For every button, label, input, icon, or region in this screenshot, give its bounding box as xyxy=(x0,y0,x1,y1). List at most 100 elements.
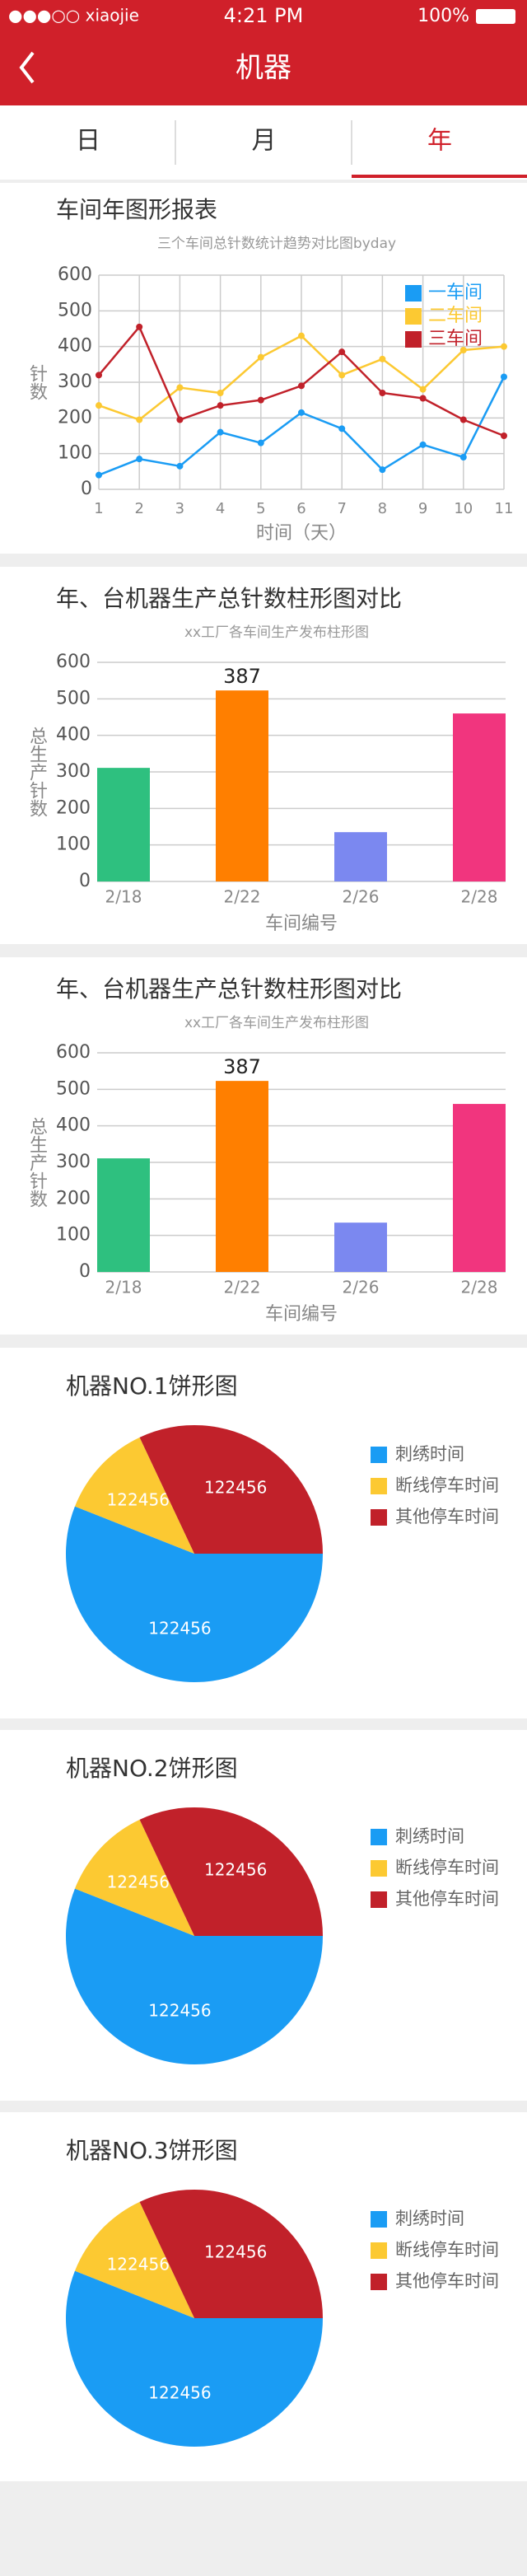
x-tick-label: 6 xyxy=(296,500,305,517)
x-tick-label: 11 xyxy=(495,500,514,517)
chart-title: 机器NO.3饼形图 xyxy=(66,2137,238,2164)
x-tick-label: 2 xyxy=(134,500,143,517)
chart-title: 机器NO.1饼形图 xyxy=(66,1372,238,1400)
y-tick-label: 300 xyxy=(56,1152,91,1172)
slice-label: 122456 xyxy=(148,1618,211,1638)
x-tick-label: 2/28 xyxy=(461,887,498,907)
data-point xyxy=(338,348,346,356)
data-point xyxy=(419,441,427,448)
x-axis-label: 时间（天） xyxy=(256,523,347,544)
pie-slice xyxy=(139,1807,323,1936)
data-point xyxy=(96,471,102,479)
slice-label: 122456 xyxy=(204,2242,267,2261)
pie-slice xyxy=(139,1425,323,1554)
pie-slice xyxy=(74,1819,194,1936)
legend-label: 断线停车时间 xyxy=(395,2240,499,2260)
x-axis-label: 车间编号 xyxy=(265,1304,338,1325)
data-point xyxy=(379,466,386,474)
slice-label: 122456 xyxy=(204,1859,267,1879)
legend-label: 刺绣时间 xyxy=(395,2209,464,2228)
legend-label: 刺绣时间 xyxy=(395,1444,464,1464)
data-point xyxy=(379,390,386,396)
legend-label: 其他停车时间 xyxy=(395,2271,499,2291)
legend-swatch xyxy=(371,1829,387,1845)
chart-subtitle: 三个车间总针数统计趋势对比图byday xyxy=(157,236,396,252)
data-point xyxy=(96,372,102,379)
data-point xyxy=(176,384,184,391)
y-tick-label: 300 xyxy=(56,761,91,782)
legend-label: 断线停车时间 xyxy=(395,1858,499,1877)
slice-label: 122456 xyxy=(148,2382,211,2402)
x-tick-label: 8 xyxy=(378,500,387,517)
y-tick-label: 200 xyxy=(56,1188,91,1209)
pie-slice xyxy=(65,1888,323,2065)
x-tick-label: 9 xyxy=(418,500,427,517)
legend-swatch xyxy=(371,1478,387,1494)
data-point xyxy=(136,456,143,463)
bar xyxy=(216,690,268,881)
legend-swatch xyxy=(371,1509,387,1526)
pie-slice xyxy=(139,2190,323,2318)
x-tick-label: 5 xyxy=(256,500,265,517)
y-tick-label: 200 xyxy=(58,407,92,428)
x-tick-label: 4 xyxy=(216,500,225,517)
legend-label: 断线停车时间 xyxy=(395,1475,499,1495)
bar-annotation: 387 xyxy=(223,1055,261,1078)
tab[interactable]: 月 xyxy=(252,127,277,156)
chart-subtitle: xx工厂各车间生产发布柱形图 xyxy=(184,1015,369,1031)
pie-slice xyxy=(74,2201,194,2318)
pie-slice xyxy=(65,2270,323,2447)
legend-label: 三车间 xyxy=(428,329,483,349)
slice-label: 122456 xyxy=(107,2254,170,2274)
x-tick-label: 3 xyxy=(175,500,184,517)
data-point xyxy=(298,409,305,416)
y-tick-label: 500 xyxy=(56,688,91,708)
carrier: ●●●○○ xiaojie xyxy=(8,6,139,26)
y-tick-label: 600 xyxy=(56,652,91,672)
data-point xyxy=(501,373,507,381)
tab[interactable]: 日 xyxy=(76,127,100,156)
tab[interactable]: 年 xyxy=(427,127,452,156)
data-point xyxy=(298,382,305,390)
data-point xyxy=(419,395,427,402)
y-tick-label: 0 xyxy=(79,1261,91,1282)
y-axis-label: 总生产针数 xyxy=(26,1117,48,1208)
chart-title: 年、台机器生产总针数柱形图对比 xyxy=(56,975,402,1003)
data-point xyxy=(338,372,346,379)
x-tick-label: 2/22 xyxy=(224,1278,261,1297)
x-axis-label: 车间编号 xyxy=(265,914,338,934)
chart-title: 车间年图形报表 xyxy=(56,196,217,223)
data-point xyxy=(257,353,264,361)
data-point xyxy=(501,343,507,350)
legend-swatch xyxy=(405,331,422,348)
x-tick-label: 2/28 xyxy=(461,1278,498,1297)
y-tick-label: 100 xyxy=(56,835,91,855)
y-tick-label: 600 xyxy=(56,1042,91,1063)
legend-swatch xyxy=(371,2211,387,2228)
data-point xyxy=(338,425,346,432)
y-tick-label: 400 xyxy=(58,336,92,357)
legend-label: 其他停车时间 xyxy=(395,1889,499,1909)
data-point xyxy=(96,402,102,409)
legend-swatch xyxy=(371,1891,387,1908)
x-tick-label: 7 xyxy=(337,500,346,517)
back-button[interactable] xyxy=(19,51,35,84)
tab-underline xyxy=(352,175,527,178)
clock: 4:21 PM xyxy=(224,4,304,27)
data-point xyxy=(217,390,224,396)
legend-label: 二车间 xyxy=(428,306,483,326)
legend-swatch xyxy=(371,2274,387,2290)
battery-icon xyxy=(476,9,515,24)
slice-label: 122456 xyxy=(148,2000,211,2020)
x-tick-label: 2/18 xyxy=(105,887,142,907)
y-axis-label: 总生产针数 xyxy=(26,727,48,817)
chart-title: 年、台机器生产总针数柱形图对比 xyxy=(56,585,402,612)
legend-swatch xyxy=(371,1447,387,1463)
data-point xyxy=(257,439,264,446)
y-tick-label: 400 xyxy=(56,1115,91,1136)
legend-label: 一车间 xyxy=(428,283,483,303)
chart-subtitle: xx工厂各车间生产发布柱形图 xyxy=(184,624,369,641)
x-tick-label: 2/18 xyxy=(105,1278,142,1297)
y-tick-label: 600 xyxy=(58,264,92,285)
